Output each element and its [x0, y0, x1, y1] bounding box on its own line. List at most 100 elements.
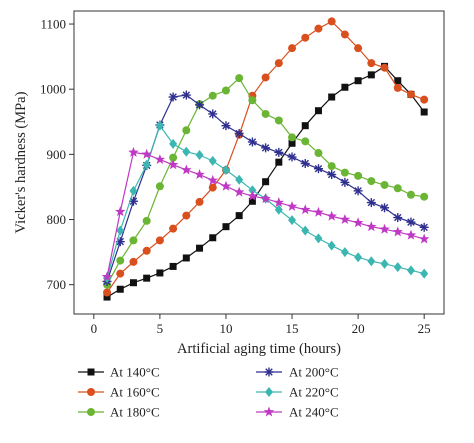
data-point — [353, 186, 363, 196]
legend-label: At 220°C — [289, 385, 339, 400]
data-point — [288, 139, 296, 147]
legend-item: At 220°C — [256, 385, 339, 400]
data-point — [314, 107, 322, 115]
legend-marker — [87, 408, 95, 416]
data-point — [341, 83, 349, 91]
x-tick-label: 20 — [352, 321, 365, 336]
data-point — [340, 168, 349, 177]
data-point — [420, 192, 429, 201]
data-point — [300, 204, 311, 215]
y-tick-label: 700 — [47, 277, 67, 292]
data-point — [116, 225, 125, 236]
data-point — [288, 133, 297, 142]
data-point — [248, 197, 256, 205]
data-point — [155, 182, 164, 191]
data-point — [181, 164, 192, 175]
data-point — [128, 146, 139, 157]
data-point — [327, 240, 336, 251]
series-1 — [103, 17, 429, 297]
data-point — [247, 137, 257, 147]
data-point — [340, 247, 349, 258]
data-point — [233, 186, 245, 197]
legend-label: At 160°C — [110, 385, 160, 400]
data-point — [129, 279, 137, 287]
legend-marker — [265, 387, 273, 397]
data-point — [142, 216, 151, 225]
data-point — [301, 225, 310, 236]
x-tick-label: 0 — [91, 321, 98, 336]
data-point — [327, 162, 336, 171]
data-point — [248, 96, 257, 105]
data-point — [326, 210, 337, 221]
series-0 — [103, 62, 428, 301]
data-point — [169, 224, 178, 233]
data-point — [222, 223, 230, 231]
data-point — [380, 258, 389, 269]
data-point — [300, 158, 310, 168]
x-axis-title: Artificial aging time (hours) — [177, 341, 341, 357]
data-point — [156, 269, 164, 277]
data-point — [327, 170, 337, 180]
series-line — [106, 151, 425, 277]
x-tick-label: 10 — [219, 321, 232, 336]
x-tick-label: 5 — [157, 321, 164, 336]
data-point — [221, 164, 230, 175]
data-point — [273, 197, 285, 208]
data-point — [287, 152, 297, 162]
data-point — [366, 221, 377, 232]
data-point — [380, 203, 390, 213]
data-point — [115, 206, 126, 217]
legend-label: At 180°C — [110, 405, 160, 420]
data-point — [116, 256, 125, 265]
series-5 — [101, 146, 430, 282]
data-point — [301, 137, 310, 146]
legend-item: At 160°C — [78, 385, 160, 400]
data-point — [394, 77, 402, 85]
data-point — [354, 171, 363, 180]
data-point — [182, 254, 190, 262]
data-point — [248, 185, 257, 196]
data-point — [419, 222, 429, 232]
data-point — [195, 150, 204, 161]
data-point — [313, 164, 323, 174]
data-point — [393, 213, 403, 223]
legend-marker — [87, 388, 95, 396]
series-3 — [102, 90, 429, 286]
data-point — [288, 44, 297, 53]
data-point — [182, 126, 191, 135]
data-point — [406, 265, 415, 276]
data-point — [235, 212, 243, 220]
data-point — [314, 24, 323, 33]
data-point — [354, 77, 362, 85]
data-point — [274, 147, 284, 157]
series-line — [106, 94, 425, 282]
data-point — [182, 211, 191, 220]
data-point — [406, 217, 416, 227]
data-point — [261, 143, 271, 153]
data-point — [274, 116, 283, 125]
data-point — [129, 236, 138, 245]
series-layer — [101, 17, 430, 301]
data-point — [129, 185, 138, 196]
data-point — [103, 288, 112, 297]
x-tick-label: 25 — [418, 321, 431, 336]
data-point — [393, 184, 402, 193]
data-point — [274, 204, 283, 215]
data-point — [367, 177, 376, 186]
data-point — [366, 198, 376, 208]
data-point — [420, 108, 428, 116]
data-point — [380, 63, 389, 72]
data-point — [288, 215, 297, 226]
data-point — [367, 59, 376, 68]
legend-item: At 240°C — [256, 405, 339, 420]
data-point — [194, 169, 205, 179]
data-point — [155, 120, 164, 131]
data-point — [339, 214, 351, 224]
legend-item: At 180°C — [78, 405, 160, 420]
data-point — [340, 30, 349, 39]
data-point — [405, 229, 417, 240]
data-point — [143, 274, 151, 282]
data-point — [393, 83, 402, 92]
